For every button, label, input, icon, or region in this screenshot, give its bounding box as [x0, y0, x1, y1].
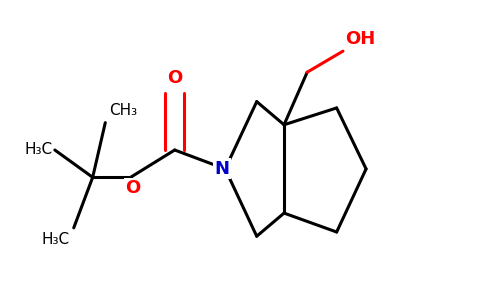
Text: H₃C: H₃C: [42, 232, 70, 247]
Text: H₃C: H₃C: [25, 142, 53, 158]
Text: N: N: [214, 160, 229, 178]
Text: O: O: [167, 69, 182, 87]
Text: CH₃: CH₃: [109, 103, 137, 118]
Text: OH: OH: [345, 30, 375, 48]
Text: O: O: [125, 179, 140, 197]
